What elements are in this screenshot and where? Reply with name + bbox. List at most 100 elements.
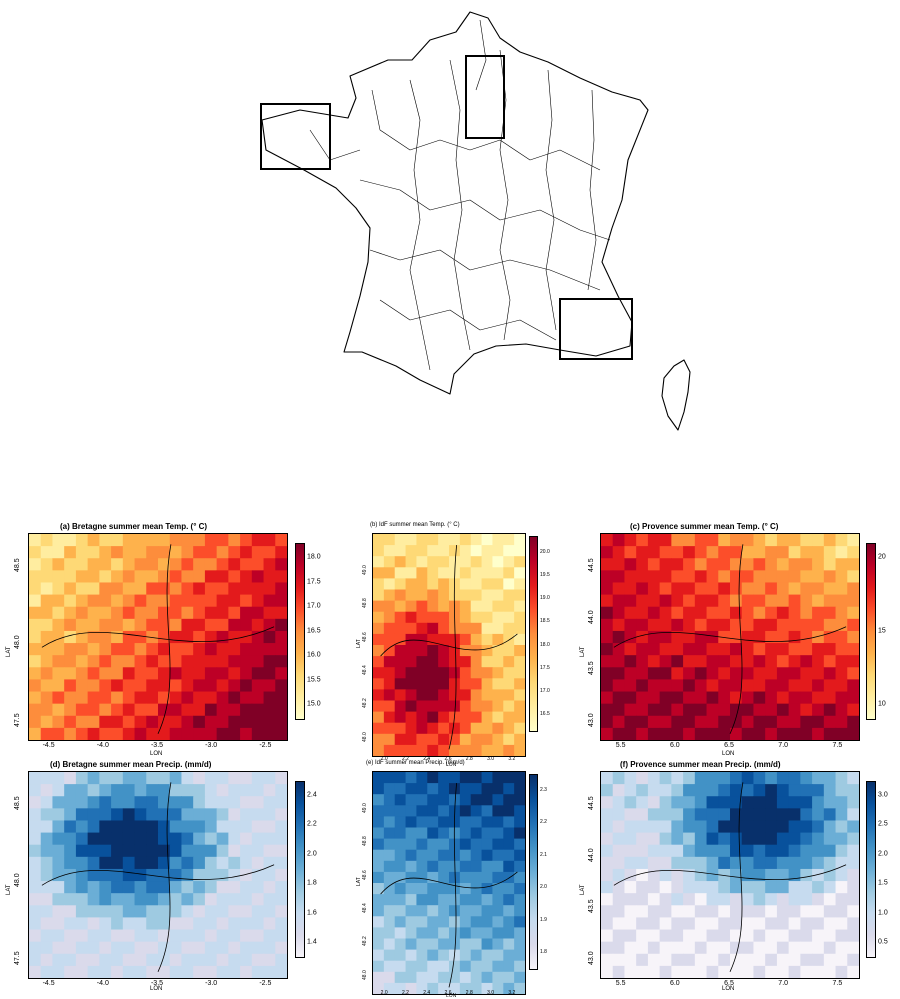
grid-cell — [835, 667, 848, 680]
colorbar — [295, 781, 305, 958]
grid-cell — [416, 827, 428, 840]
grid-cell — [730, 703, 743, 717]
grid-cell — [405, 589, 417, 602]
grid-cell — [40, 667, 53, 680]
grid-cell — [624, 929, 637, 943]
grid-cell — [753, 546, 766, 559]
grid-cell — [659, 868, 672, 882]
grid-cell — [228, 784, 241, 797]
grid-cell — [683, 905, 696, 918]
grid-cell — [636, 784, 649, 797]
grid-cell — [741, 667, 754, 680]
grid-cell — [492, 633, 504, 646]
grid-cell — [647, 643, 661, 656]
grid-cell — [228, 796, 241, 809]
grid-cell — [416, 556, 428, 568]
grid-cell — [835, 630, 848, 644]
grid-cell — [204, 784, 218, 797]
grid-cell — [823, 618, 837, 632]
grid-cell — [111, 820, 124, 834]
grid-cell — [730, 655, 743, 668]
grid-cell — [263, 929, 276, 943]
grid-cell — [87, 953, 100, 967]
grid-cell — [275, 796, 287, 809]
grid-cell — [459, 871, 472, 884]
grid-cell — [800, 917, 813, 931]
grid-cell — [438, 744, 450, 756]
grid-cell — [251, 667, 265, 680]
grid-cell — [647, 594, 661, 608]
x-axis-label: LON — [722, 986, 735, 992]
grid-cell — [204, 820, 218, 834]
grid-cell — [52, 820, 65, 834]
grid-cell — [718, 534, 731, 547]
grid-cell — [823, 784, 837, 797]
grid-cell — [87, 832, 100, 846]
grid-cell — [169, 941, 182, 955]
grid-cell — [111, 832, 124, 846]
grid-cell — [718, 772, 731, 785]
panel-f: (f) Provence summer mean Precip. (mm/d) … — [580, 760, 900, 996]
grid-cell — [636, 929, 649, 943]
grid-cell — [683, 691, 696, 705]
grid-cell — [251, 582, 265, 596]
grid-cell — [40, 703, 53, 717]
grid-cell — [612, 772, 625, 785]
grid-cell — [835, 727, 848, 740]
grid-cell — [647, 929, 661, 943]
grid-cell — [122, 868, 136, 882]
grid-cell — [671, 667, 684, 680]
x-tick-label: -2.5 — [259, 742, 272, 749]
grid-cell — [514, 772, 525, 784]
grid-cell — [134, 796, 147, 809]
grid-cell — [394, 772, 407, 784]
grid-cell — [64, 534, 77, 547]
grid-cell — [416, 783, 428, 795]
grid-cell — [612, 703, 625, 717]
grid-cell — [765, 893, 778, 906]
grid-cell — [481, 667, 493, 679]
grid-cell — [394, 827, 407, 840]
grid-cell — [204, 582, 218, 596]
x-tick-label: -4.0 — [96, 742, 109, 749]
grid-cell — [765, 558, 778, 571]
grid-cell — [481, 611, 493, 624]
grid-cell — [718, 594, 731, 608]
grid-cell — [240, 691, 253, 705]
grid-cell — [275, 856, 287, 870]
grid-cell — [718, 893, 731, 906]
grid-cell — [394, 982, 407, 994]
y-tick-label: 43.5 — [588, 661, 595, 676]
grid-cell — [52, 534, 65, 547]
grid-cell — [812, 953, 825, 967]
grid-cell — [788, 917, 801, 931]
grid-cell — [204, 570, 218, 583]
grid-cell — [134, 832, 147, 846]
box-idf — [465, 55, 505, 139]
grid-cell — [193, 893, 206, 906]
grid-cell — [405, 827, 417, 840]
grid-cell — [64, 667, 77, 680]
panel-e: (e) IdF summer mean Precip. (mm/d) 2.3 2.… — [300, 760, 600, 999]
grid-cell — [52, 905, 65, 918]
grid-cell — [612, 727, 625, 740]
grid-cell — [835, 844, 848, 858]
grid-cell — [193, 655, 206, 668]
grid-cell — [647, 655, 661, 668]
grid-cell — [788, 929, 801, 943]
grid-cell — [503, 927, 515, 939]
grid-cell — [52, 618, 65, 632]
grid-cell — [694, 796, 708, 809]
grid-cell — [193, 965, 206, 978]
grid-cell — [514, 600, 525, 613]
grid-cell — [659, 856, 672, 870]
grid-cell — [812, 594, 825, 608]
grid-cell — [788, 772, 801, 785]
panel-d: (d) Bretagne summer mean Precip. (mm/d) … — [0, 760, 317, 996]
grid-cell — [800, 703, 813, 717]
grid-cell — [146, 703, 159, 717]
grid-cell — [416, 794, 428, 806]
grid-cell — [718, 917, 731, 931]
grid-cell — [275, 929, 287, 943]
grid-cell — [647, 965, 661, 978]
